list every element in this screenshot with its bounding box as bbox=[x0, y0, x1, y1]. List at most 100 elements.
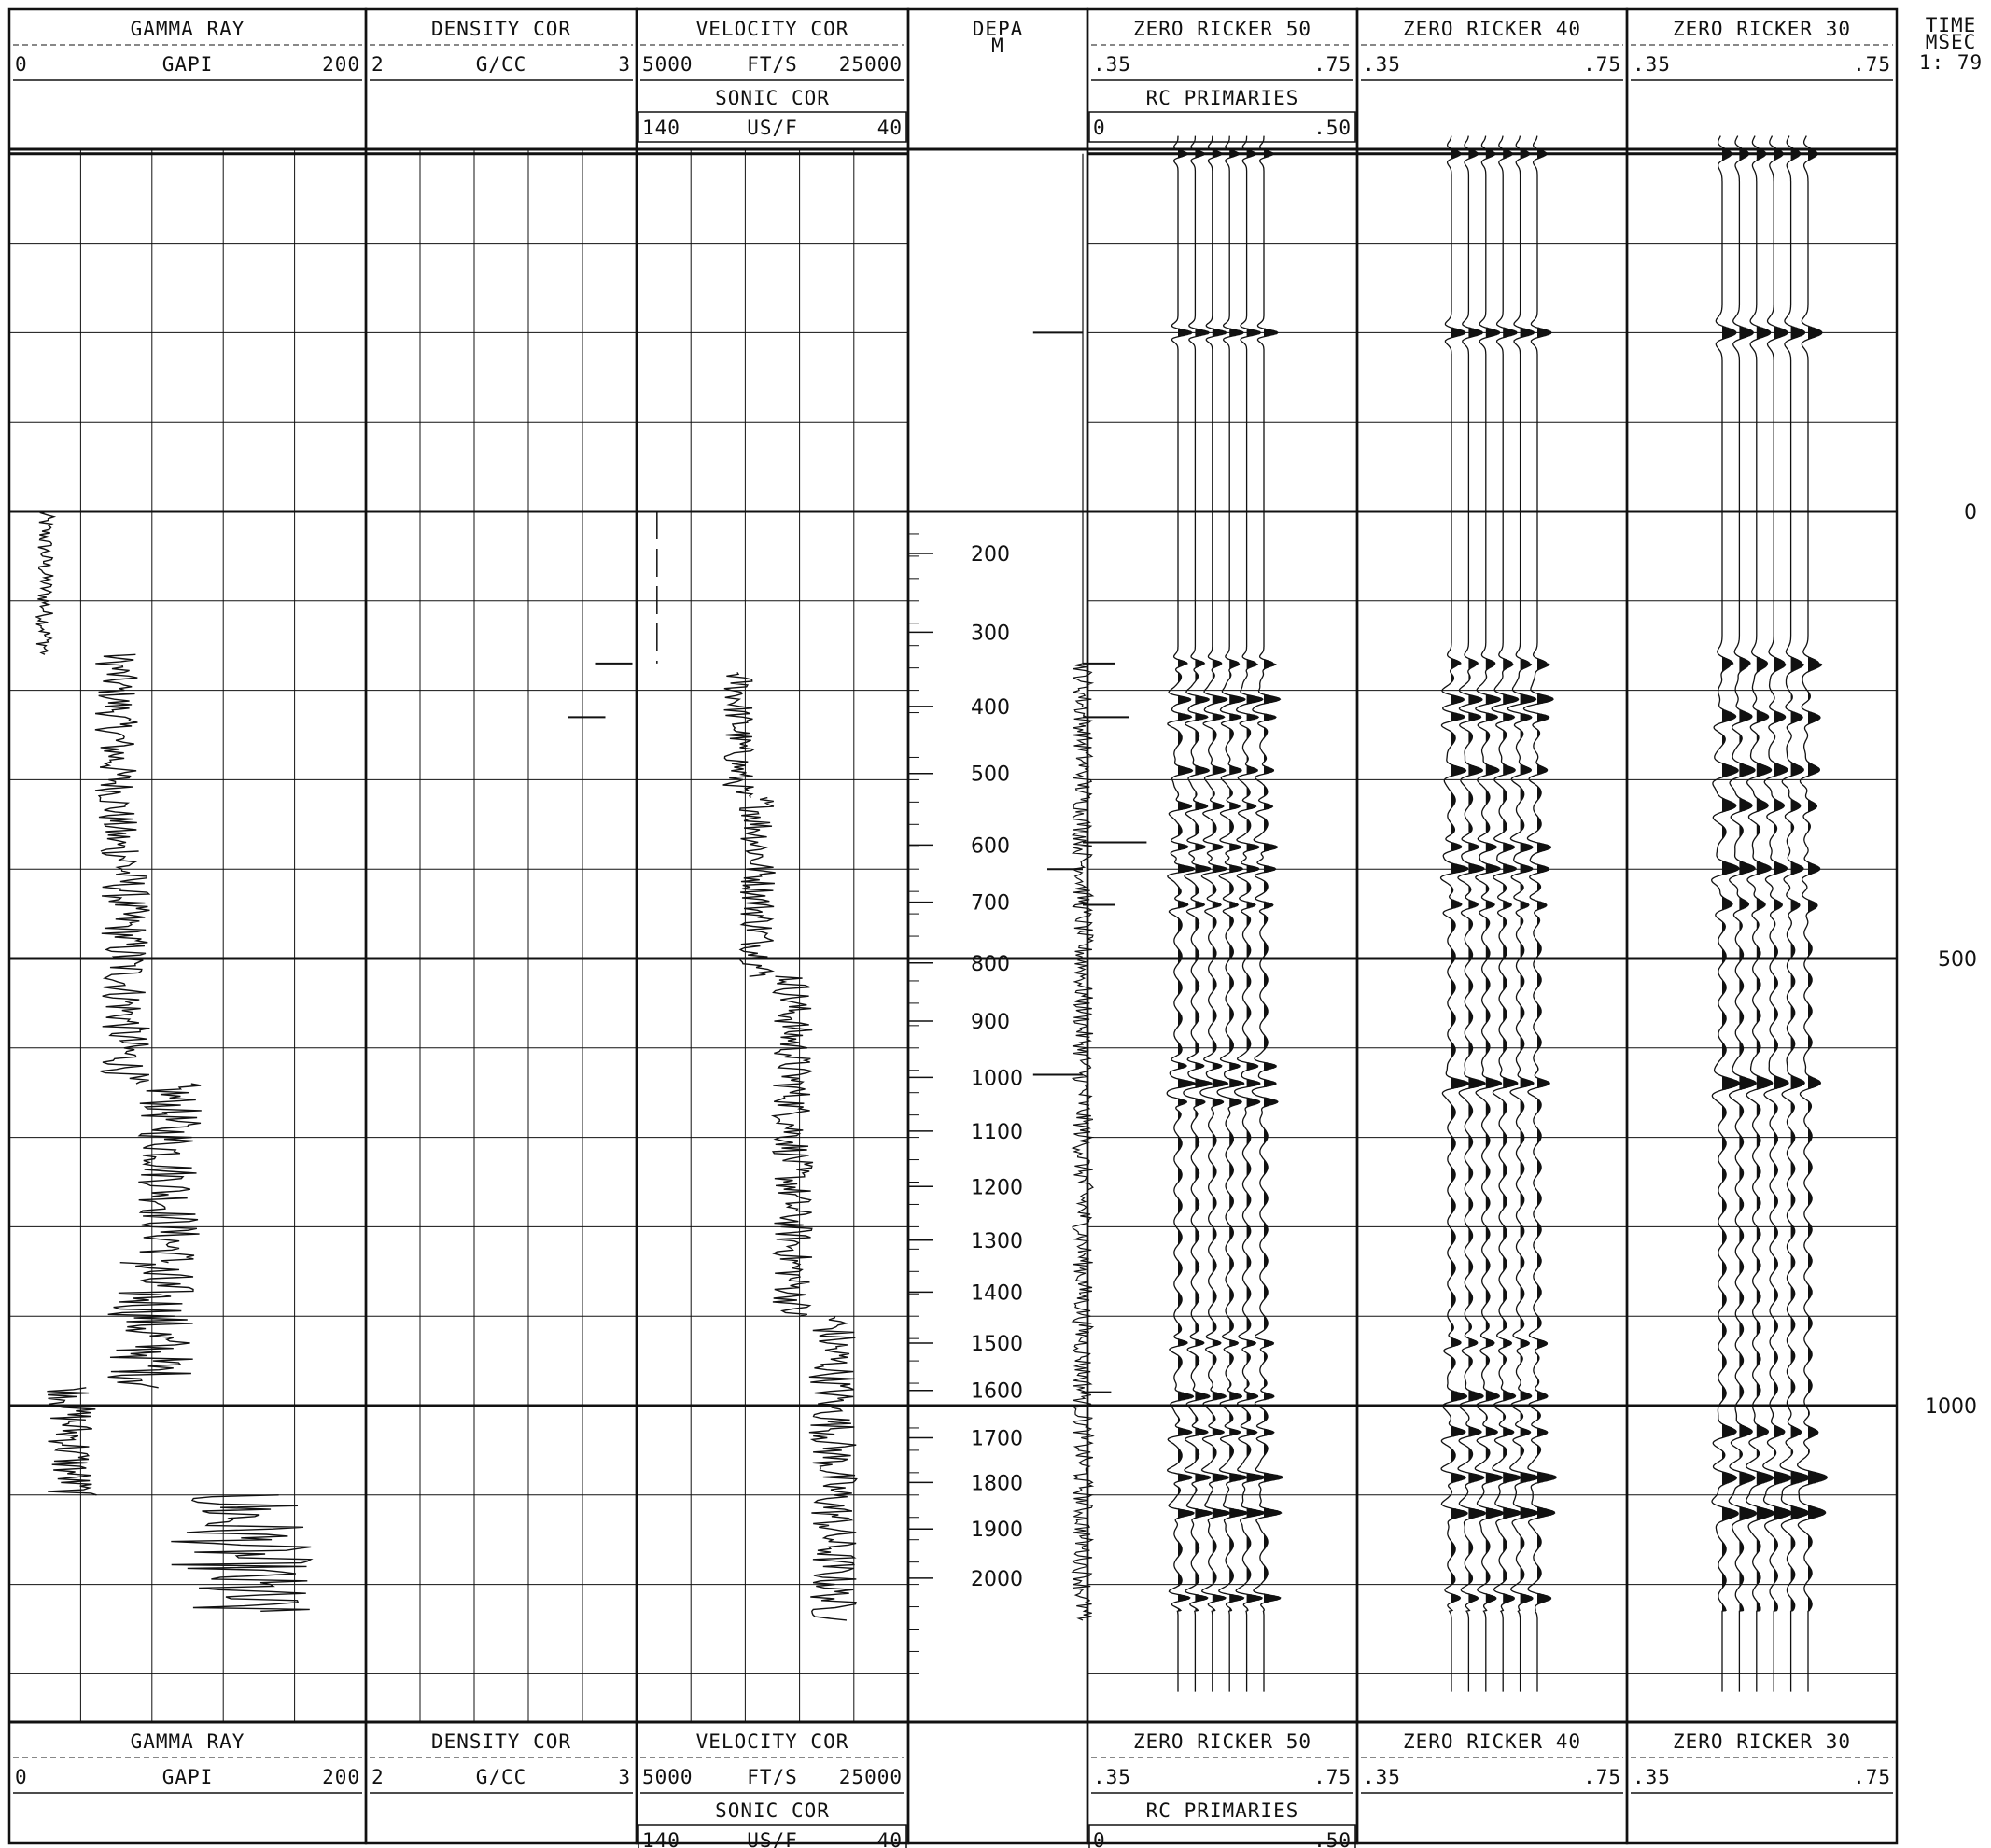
synthetic-trace-fill bbox=[1246, 149, 1266, 1612]
depth-tick-label: 700 bbox=[971, 892, 1010, 916]
ricker30-title: ZERO RICKER 30 bbox=[1673, 18, 1851, 40]
ricker30-scale-right-footer: .75 bbox=[1853, 1766, 1891, 1788]
ricker40-scale-right-footer: .75 bbox=[1583, 1766, 1621, 1788]
ricker50-second-left-footer: 0 bbox=[1093, 1829, 1106, 1848]
velocity-second-right: 40 bbox=[877, 117, 903, 139]
depth-tick-label: 1400 bbox=[971, 1281, 1023, 1305]
synthetic-trace-fill bbox=[1520, 148, 1539, 1605]
gamma-scale-left: 0 bbox=[15, 53, 28, 76]
depth-tick-label: 400 bbox=[971, 696, 1010, 720]
track-frame-ricker40 bbox=[1355, 7, 1629, 1845]
velocity-scale-right-footer: 25000 bbox=[839, 1766, 903, 1788]
synthetic-trace-fill bbox=[1537, 148, 1557, 1605]
depth-tick-label: 800 bbox=[971, 953, 1010, 976]
gamma-scale-left-footer: 0 bbox=[15, 1766, 28, 1788]
synthetic-trace-fill bbox=[1451, 148, 1469, 1612]
velocity-title: VELOCITY COR bbox=[696, 18, 849, 40]
velocity-unit-footer: FT/S bbox=[747, 1766, 798, 1788]
velocity-scale-left-footer: 5000 bbox=[642, 1766, 694, 1788]
track-frame-ricker30 bbox=[1625, 7, 1899, 1845]
synthetic-trace-fill bbox=[1722, 147, 1740, 1612]
track-frame-velocity bbox=[635, 7, 910, 1845]
ricker50-scale-left: .35 bbox=[1093, 53, 1131, 76]
synthetic-trace-fill bbox=[1485, 148, 1504, 1612]
velocity-second-unit-footer: US/F bbox=[747, 1829, 798, 1848]
synthetic-trace-fill bbox=[1195, 149, 1213, 1612]
gamma-unit: GAPI bbox=[162, 53, 214, 76]
ricker40-scale-left: .35 bbox=[1363, 53, 1401, 76]
velocity-second-unit: US/F bbox=[747, 117, 798, 139]
ricker40-scale-left-footer: .35 bbox=[1363, 1766, 1401, 1788]
density-scale-right: 3 bbox=[618, 53, 631, 76]
depth-tick-label: 900 bbox=[971, 1011, 1010, 1034]
density-scale-right-footer: 3 bbox=[618, 1766, 631, 1788]
depth-tick-label: 500 bbox=[971, 763, 1010, 787]
rc-primaries-trace bbox=[1071, 153, 1095, 1621]
velocity-curve bbox=[722, 672, 756, 798]
synthetic-trace-fill bbox=[1468, 148, 1486, 1612]
ricker50-title: ZERO RICKER 50 bbox=[1133, 18, 1311, 40]
ricker40-title: ZERO RICKER 40 bbox=[1403, 18, 1581, 40]
synthetic-trace-fill bbox=[1503, 148, 1521, 1612]
synthetic-trace-fill bbox=[1212, 149, 1230, 1612]
depth-tick-label: 1300 bbox=[971, 1230, 1023, 1253]
synthetic-trace-ricker50 bbox=[1216, 135, 1249, 1692]
velocity-second-left-footer: 140 bbox=[642, 1829, 680, 1848]
ricker50-scale-right-footer: .75 bbox=[1313, 1766, 1352, 1788]
velocity-unit: FT/S bbox=[747, 53, 798, 76]
time-tick-label: 0 bbox=[1964, 501, 1977, 525]
synthetic-trace-fill bbox=[1756, 147, 1774, 1612]
depth-tick-label: 1700 bbox=[971, 1427, 1023, 1450]
ricker50-scale-right: .75 bbox=[1313, 53, 1352, 76]
velocity-second-right-footer: 40 bbox=[877, 1829, 903, 1848]
density-unit: G/CC bbox=[476, 53, 527, 76]
velocity-curve bbox=[770, 975, 814, 1317]
time-tick-label: 1000 bbox=[1925, 1395, 1977, 1419]
second-scale-box bbox=[1088, 111, 1356, 143]
ricker50-second-title: RC PRIMARIES bbox=[1146, 87, 1299, 109]
gamma-ray-curve bbox=[137, 1083, 202, 1264]
density-scale-left-footer: 2 bbox=[372, 1766, 385, 1788]
depth-track-unit: M bbox=[991, 35, 1004, 57]
gamma-ray-curve bbox=[94, 653, 138, 852]
density-scale-left: 2 bbox=[372, 53, 385, 76]
depth-tick-label: 2000 bbox=[971, 1568, 1023, 1591]
ricker30-title-footer: ZERO RICKER 30 bbox=[1673, 1730, 1851, 1753]
ricker50-second-left: 0 bbox=[1093, 117, 1106, 139]
synthetic-trace-fill bbox=[1774, 147, 1792, 1612]
depth-tick-label: 1200 bbox=[971, 1176, 1023, 1199]
velocity-second-title: SONIC COR bbox=[715, 87, 830, 109]
velocity-curve bbox=[808, 1315, 858, 1621]
second-scale-box bbox=[1088, 1824, 1356, 1848]
gamma-title: GAMMA RAY bbox=[131, 18, 245, 40]
synthetic-trace-fill bbox=[1808, 147, 1828, 1612]
time-header-scale: 1: 79 bbox=[1919, 51, 1983, 74]
depth-tick-label: 1500 bbox=[971, 1333, 1023, 1356]
velocity-second-left: 140 bbox=[642, 117, 680, 139]
synthetic-trace-ricker40 bbox=[1522, 135, 1558, 1692]
gamma-unit-footer: GAPI bbox=[162, 1766, 214, 1788]
velocity-scale-right: 25000 bbox=[839, 53, 903, 76]
track-frame-ricker50 bbox=[1086, 7, 1359, 1845]
synthetic-trace-ricker40 bbox=[1507, 135, 1539, 1692]
ricker50-scale-left-footer: .35 bbox=[1093, 1766, 1131, 1788]
synthetic-trace-ricker30 bbox=[1711, 135, 1741, 1692]
ricker40-scale-right: .75 bbox=[1583, 53, 1621, 76]
ricker30-scale-left-footer: .35 bbox=[1633, 1766, 1671, 1788]
ricker50-second-right: .50 bbox=[1313, 117, 1352, 139]
synthetic-trace-ricker50 bbox=[1251, 135, 1284, 1692]
log-curves bbox=[34, 135, 1829, 1692]
gamma-ray-curve bbox=[171, 1494, 314, 1612]
gamma-ray-curve bbox=[34, 511, 57, 655]
density-title: DENSITY COR bbox=[431, 18, 571, 40]
gamma-ray-curve bbox=[107, 1262, 194, 1389]
velocity-scale-left: 5000 bbox=[642, 53, 694, 76]
depth-tick-label: 1900 bbox=[971, 1519, 1023, 1542]
synthetic-trace-ricker50 bbox=[1233, 135, 1267, 1692]
depth-tick-label: 200 bbox=[971, 543, 1010, 567]
time-tick-label: 500 bbox=[1938, 948, 1977, 972]
time-header-title: TIME bbox=[1926, 14, 1977, 36]
log-grid bbox=[7, 7, 1899, 1845]
